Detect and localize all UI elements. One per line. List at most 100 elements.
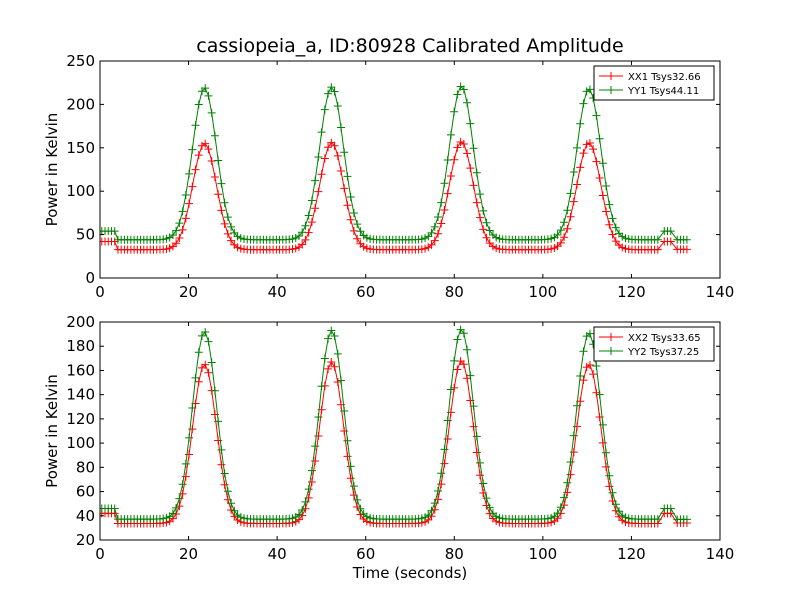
data-point-marker [220,219,229,228]
x-tick-label: 20 [179,545,198,563]
data-point-marker [469,144,478,153]
data-point-marker [317,382,326,391]
data-point-marker [220,198,229,207]
data-point-marker [210,172,219,181]
data-point-marker [440,179,449,188]
data-point-marker [227,222,236,231]
data-point-marker [197,141,206,150]
data-point-marker [236,244,245,253]
data-point-marker [495,513,504,522]
x-tick-label: 0 [95,283,105,301]
data-point-marker [560,218,569,227]
data-point-marker [223,229,232,238]
data-point-marker [582,363,591,372]
data-point-marker [172,503,181,512]
data-point-marker [307,477,316,486]
data-point-marker [294,510,303,519]
data-point-marker [194,151,203,160]
series-xx1 [100,137,691,254]
data-point-marker [307,218,316,227]
data-point-marker [598,191,607,200]
data-point-marker [304,211,313,220]
data-point-marker [611,237,620,246]
x-tick-label: 100 [529,283,558,301]
data-point-marker [453,335,462,344]
data-point-marker [479,206,488,215]
data-point-marker [563,488,572,497]
data-point-marker [194,348,203,357]
data-point-marker [618,232,627,241]
data-point-marker [197,331,206,340]
data-point-marker [485,503,494,512]
data-point-marker [618,243,627,252]
data-point-marker [443,434,452,443]
data-point-marker [311,442,320,451]
data-point-marker [362,512,371,521]
data-point-marker [582,87,591,96]
data-point-marker [233,243,242,252]
data-point-marker [618,511,627,520]
data-point-marker [230,506,239,515]
data-point-marker [356,504,365,513]
data-point-marker [576,163,585,172]
data-point-marker [349,491,358,500]
data-point-marker [223,213,232,222]
data-point-marker [298,228,307,237]
legend-marker [607,72,615,80]
data-point-marker [427,506,436,515]
data-point-marker [353,495,362,504]
y-tick-label: 40 [76,507,95,525]
data-point-marker [178,207,187,216]
data-point-marker [466,371,475,380]
data-point-marker [178,225,187,234]
data-point-marker [343,436,352,445]
data-point-marker [311,176,320,185]
data-point-marker [353,234,362,243]
y-tick-label: 140 [66,386,95,404]
data-point-marker [110,237,119,246]
data-point-marker [556,503,565,512]
data-point-marker [330,362,339,371]
chart-title: cassiopeia_a, ID:80928 Calibrated Amplit… [196,35,623,57]
data-point-marker [314,412,323,421]
data-point-marker [582,140,591,149]
data-point-marker [563,206,572,215]
data-point-marker [421,234,430,243]
data-point-marker [563,478,572,487]
data-point-marker [233,232,242,241]
data-point-marker [595,174,604,183]
data-point-marker [573,180,582,189]
data-point-marker [579,99,588,108]
data-point-marker [443,189,452,198]
data-point-marker [566,470,575,479]
legend-entry-label: XX1 Tsys32.66 [628,72,701,83]
data-point-marker [165,244,174,253]
data-point-marker [230,228,239,237]
data-point-marker [301,497,310,506]
data-point-marker [598,438,607,447]
data-point-marker [466,164,475,173]
data-point-marker [175,234,184,243]
data-point-marker [220,480,229,489]
data-point-marker [430,222,439,231]
data-point-marker [585,85,594,94]
data-point-marker [472,432,481,441]
data-point-marker [362,233,371,242]
data-point-marker [201,139,210,148]
data-point-marker [175,494,184,503]
data-point-marker [356,227,365,236]
legend: XX1 Tsys32.66 YY1 Tsys44.11 [593,65,715,101]
data-point-marker [615,229,624,238]
data-point-marker [191,121,200,130]
data-point-marker [214,190,223,199]
data-point-marker [288,234,297,243]
data-point-marker [602,462,611,471]
data-point-marker [172,226,181,235]
data-point-marker [550,512,559,521]
data-point-marker [482,494,491,503]
data-point-marker [337,376,346,385]
data-point-marker [301,235,310,244]
x-tick-label: 60 [356,283,375,301]
y-axis-label: Power in Kelvin [43,374,61,488]
data-point-marker [327,358,336,367]
